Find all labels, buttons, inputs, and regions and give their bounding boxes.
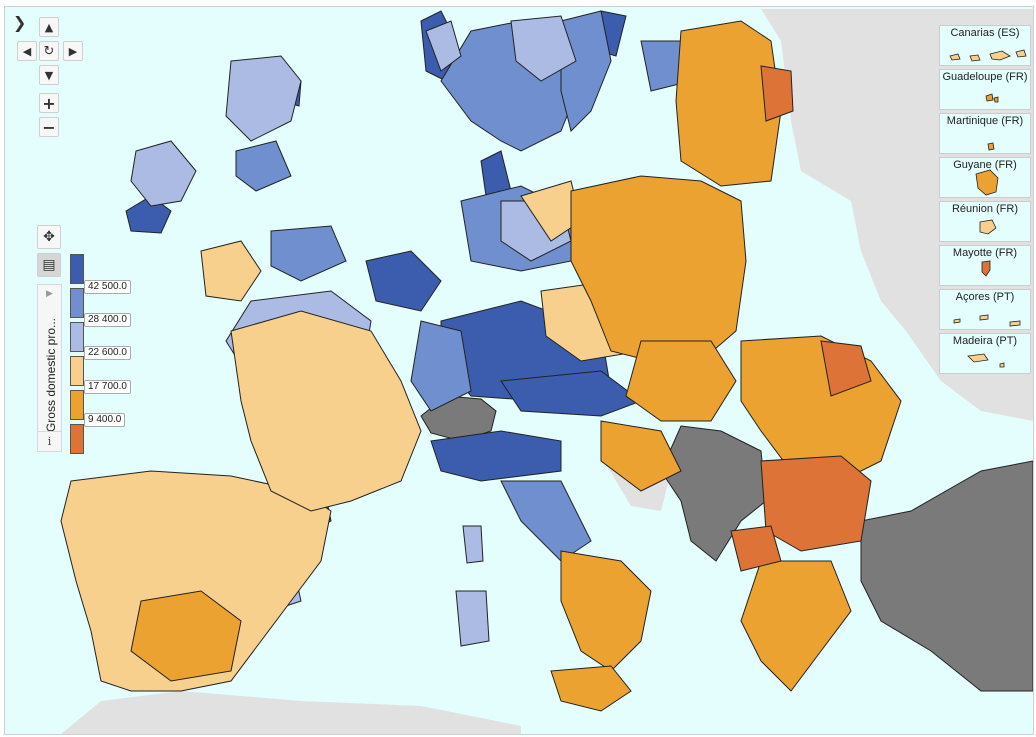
europe-choropleth-map[interactable] xyxy=(5,7,1033,734)
legend-expand-icon[interactable]: ▶ xyxy=(46,289,53,299)
rotate-icon: ↻ xyxy=(43,43,55,59)
inset-label: Martinique (FR) xyxy=(946,115,1024,127)
western-balkans-region xyxy=(660,425,767,562)
inset-canarias[interactable]: Canarias (ES) xyxy=(939,25,1031,66)
map-frame[interactable]: ❯ xyxy=(4,6,1034,735)
legend-swatch-3 xyxy=(70,322,84,352)
region-spain-south xyxy=(130,590,242,682)
legend-toggle-button[interactable]: ▤ xyxy=(37,253,61,277)
inset-madeira[interactable]: Madeira (PT) xyxy=(939,333,1031,374)
inset-label: Madeira (PT) xyxy=(952,335,1018,347)
info-button[interactable]: i xyxy=(38,431,61,452)
region-sweden-north xyxy=(510,15,577,82)
inset-map xyxy=(949,49,1027,62)
inset-guadeloupe[interactable]: Guadeloupe (FR) xyxy=(939,69,1031,110)
region-scotland xyxy=(225,55,302,142)
region-sweden-central xyxy=(560,10,612,132)
inset-label: Açores (PT) xyxy=(955,291,1015,303)
region-baltics xyxy=(675,20,782,187)
move-arrows-icon: ✥ xyxy=(43,229,55,245)
region-hungary xyxy=(625,340,737,422)
triangle-up-icon: ▲ xyxy=(44,20,54,34)
region-benelux xyxy=(365,250,442,312)
legend-swatch-1 xyxy=(70,254,84,284)
legend-swatch-4 xyxy=(70,356,84,386)
region-norway-west xyxy=(425,20,462,72)
legend-swatch-5 xyxy=(70,390,84,420)
region-italy-centre xyxy=(500,480,592,562)
legend-break-label: 17 700.0 xyxy=(84,380,131,394)
north-africa-background-region xyxy=(61,691,521,734)
pan-down-button[interactable]: ▼ xyxy=(39,65,59,85)
inset-label: Canarias (ES) xyxy=(950,27,1020,39)
inset-guyane[interactable]: Guyane (FR) xyxy=(939,157,1031,198)
region-iberia xyxy=(60,470,332,692)
triangle-left-icon: ◀ xyxy=(22,44,32,58)
zoom-in-button[interactable]: + xyxy=(39,93,59,113)
inset-map xyxy=(987,142,995,151)
region-croatia xyxy=(600,420,682,492)
legend-title: Gross domestic pro... xyxy=(44,317,58,433)
legend-break-label: 42 500.0 xyxy=(84,280,131,294)
triangle-down-icon: ▼ xyxy=(44,68,54,82)
region-uk-north xyxy=(235,140,292,192)
legend-panel: ▶ Gross domestic pro... i xyxy=(37,284,62,452)
legend-break-label: 22 600.0 xyxy=(84,346,131,360)
region-france-east xyxy=(410,320,472,412)
legend-break-label: 28 400.0 xyxy=(84,313,131,327)
inset-label: Guyane (FR) xyxy=(953,159,1017,171)
region-austria xyxy=(500,370,643,417)
inset-map xyxy=(975,169,999,196)
pan-left-button[interactable]: ◀ xyxy=(17,41,37,61)
region-uk-south xyxy=(270,225,347,282)
inset-map xyxy=(979,219,997,235)
inset-reunion[interactable]: Réunion (FR) xyxy=(939,201,1031,242)
inset-acores[interactable]: Açores (PT) xyxy=(939,289,1031,330)
region-greece xyxy=(740,560,852,692)
turkey-region xyxy=(860,460,1033,692)
inset-label: Réunion (FR) xyxy=(951,203,1019,215)
region-sardinia xyxy=(455,590,490,647)
region-southern-italy xyxy=(560,550,652,672)
region-ireland-west xyxy=(130,140,197,207)
region-bulgaria-south-west xyxy=(730,525,782,572)
region-france-centre xyxy=(230,310,422,512)
inset-map xyxy=(985,93,999,103)
inset-label: Mayotte (FR) xyxy=(952,247,1018,259)
region-poland xyxy=(570,175,747,362)
inset-label: Guadeloupe (FR) xyxy=(942,71,1028,83)
inset-map xyxy=(981,260,991,277)
inset-map xyxy=(967,353,1005,368)
triangle-right-icon: ▶ xyxy=(68,44,78,58)
pan-right-button[interactable]: ▶ xyxy=(63,41,83,61)
region-sicily xyxy=(550,665,632,712)
region-romania-north-east xyxy=(820,340,872,397)
region-bulgaria xyxy=(760,455,872,552)
reset-view-button[interactable]: ↻ xyxy=(39,41,59,61)
zoom-out-button[interactable]: − xyxy=(39,117,59,137)
legend-swatch-2 xyxy=(70,288,84,318)
region-corsica xyxy=(462,525,484,564)
inset-map xyxy=(953,314,1021,327)
inset-martinique[interactable]: Martinique (FR) xyxy=(939,113,1031,154)
legend-break-label: 9 400.0 xyxy=(84,413,126,427)
collapse-panel-chevron-icon[interactable]: ❯ xyxy=(13,13,27,32)
legend-swatch-6 xyxy=(70,424,84,454)
pan-up-button[interactable]: ▲ xyxy=(39,17,59,37)
inset-mayotte[interactable]: Mayotte (FR) xyxy=(939,245,1031,286)
region-uk-wales xyxy=(200,240,262,302)
region-latvia-east xyxy=(760,65,794,122)
move-tool-button[interactable]: ✥ xyxy=(37,225,61,249)
region-north-italy xyxy=(430,430,562,482)
legend-list-icon: ▤ xyxy=(42,257,56,273)
